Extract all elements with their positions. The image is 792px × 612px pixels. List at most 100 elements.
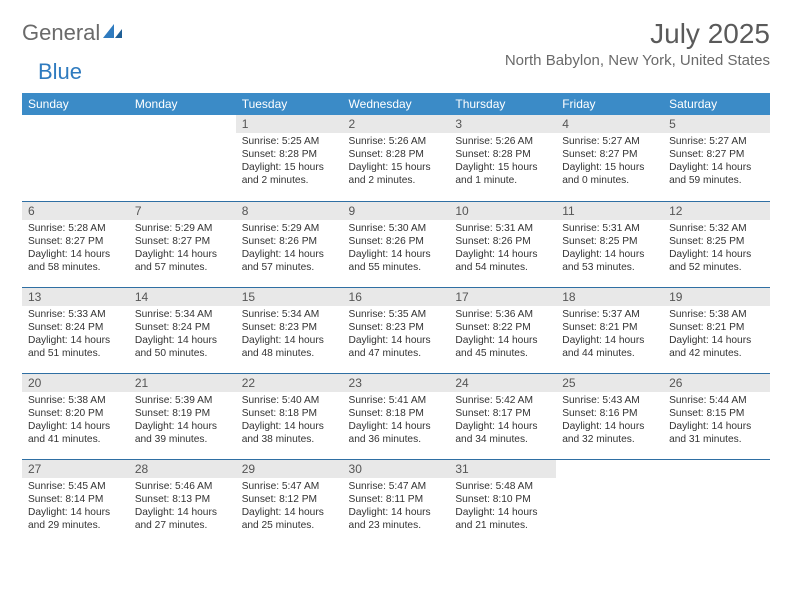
calendar-row: 6Sunrise: 5:28 AMSunset: 8:27 PMDaylight…	[22, 201, 770, 287]
day-body: Sunrise: 5:33 AMSunset: 8:24 PMDaylight:…	[22, 306, 129, 364]
day-body: Sunrise: 5:40 AMSunset: 8:18 PMDaylight:…	[236, 392, 343, 450]
sunset-text: Sunset: 8:10 PM	[455, 493, 550, 506]
day-number: 14	[129, 288, 236, 306]
calendar-cell: 7Sunrise: 5:29 AMSunset: 8:27 PMDaylight…	[129, 201, 236, 287]
day-number: 29	[236, 460, 343, 478]
daylight-text: Daylight: 14 hours and 25 minutes.	[242, 506, 337, 532]
day-body: Sunrise: 5:30 AMSunset: 8:26 PMDaylight:…	[343, 220, 450, 278]
calendar-cell: 15Sunrise: 5:34 AMSunset: 8:23 PMDayligh…	[236, 287, 343, 373]
sunrise-text: Sunrise: 5:29 AM	[242, 222, 337, 235]
col-header: Friday	[556, 93, 663, 115]
day-body: Sunrise: 5:44 AMSunset: 8:15 PMDaylight:…	[663, 392, 770, 450]
day-number: 9	[343, 202, 450, 220]
sunset-text: Sunset: 8:24 PM	[135, 321, 230, 334]
daylight-text: Daylight: 15 hours and 1 minute.	[455, 161, 550, 187]
sunset-text: Sunset: 8:14 PM	[28, 493, 123, 506]
calendar-cell	[22, 115, 129, 201]
sunset-text: Sunset: 8:18 PM	[242, 407, 337, 420]
sunrise-text: Sunrise: 5:31 AM	[455, 222, 550, 235]
sunset-text: Sunset: 8:26 PM	[455, 235, 550, 248]
calendar-cell: 12Sunrise: 5:32 AMSunset: 8:25 PMDayligh…	[663, 201, 770, 287]
col-header: Tuesday	[236, 93, 343, 115]
calendar-row: 20Sunrise: 5:38 AMSunset: 8:20 PMDayligh…	[22, 373, 770, 459]
sunset-text: Sunset: 8:23 PM	[242, 321, 337, 334]
day-number: 25	[556, 374, 663, 392]
day-body: Sunrise: 5:26 AMSunset: 8:28 PMDaylight:…	[449, 133, 556, 191]
day-number: 31	[449, 460, 556, 478]
day-number: 20	[22, 374, 129, 392]
day-number: 5	[663, 115, 770, 133]
day-number: 6	[22, 202, 129, 220]
sunset-text: Sunset: 8:26 PM	[349, 235, 444, 248]
sunrise-text: Sunrise: 5:41 AM	[349, 394, 444, 407]
day-number: 15	[236, 288, 343, 306]
sunrise-text: Sunrise: 5:34 AM	[242, 308, 337, 321]
day-body: Sunrise: 5:47 AMSunset: 8:12 PMDaylight:…	[236, 478, 343, 536]
day-number: 8	[236, 202, 343, 220]
calendar-row: 27Sunrise: 5:45 AMSunset: 8:14 PMDayligh…	[22, 459, 770, 545]
sunset-text: Sunset: 8:13 PM	[135, 493, 230, 506]
calendar-cell: 28Sunrise: 5:46 AMSunset: 8:13 PMDayligh…	[129, 459, 236, 545]
sunrise-text: Sunrise: 5:27 AM	[562, 135, 657, 148]
daylight-text: Daylight: 14 hours and 29 minutes.	[28, 506, 123, 532]
calendar-body: 1Sunrise: 5:25 AMSunset: 8:28 PMDaylight…	[22, 115, 770, 545]
day-body: Sunrise: 5:31 AMSunset: 8:25 PMDaylight:…	[556, 220, 663, 278]
logo: General	[22, 18, 124, 46]
day-number: 7	[129, 202, 236, 220]
sunset-text: Sunset: 8:27 PM	[562, 148, 657, 161]
sunset-text: Sunset: 8:28 PM	[349, 148, 444, 161]
sunrise-text: Sunrise: 5:47 AM	[349, 480, 444, 493]
day-body: Sunrise: 5:41 AMSunset: 8:18 PMDaylight:…	[343, 392, 450, 450]
page-title: July 2025	[505, 18, 770, 50]
daylight-text: Daylight: 15 hours and 0 minutes.	[562, 161, 657, 187]
sunrise-text: Sunrise: 5:36 AM	[455, 308, 550, 321]
location-text: North Babylon, New York, United States	[505, 52, 770, 69]
sunrise-text: Sunrise: 5:34 AM	[135, 308, 230, 321]
calendar-cell: 24Sunrise: 5:42 AMSunset: 8:17 PMDayligh…	[449, 373, 556, 459]
day-body: Sunrise: 5:28 AMSunset: 8:27 PMDaylight:…	[22, 220, 129, 278]
day-number: 19	[663, 288, 770, 306]
day-number: 1	[236, 115, 343, 133]
day-body: Sunrise: 5:38 AMSunset: 8:21 PMDaylight:…	[663, 306, 770, 364]
calendar-cell: 2Sunrise: 5:26 AMSunset: 8:28 PMDaylight…	[343, 115, 450, 201]
sunset-text: Sunset: 8:21 PM	[669, 321, 764, 334]
day-body: Sunrise: 5:29 AMSunset: 8:27 PMDaylight:…	[129, 220, 236, 278]
calendar-cell: 6Sunrise: 5:28 AMSunset: 8:27 PMDaylight…	[22, 201, 129, 287]
sunrise-text: Sunrise: 5:37 AM	[562, 308, 657, 321]
day-number: 12	[663, 202, 770, 220]
day-body: Sunrise: 5:31 AMSunset: 8:26 PMDaylight:…	[449, 220, 556, 278]
day-body: Sunrise: 5:43 AMSunset: 8:16 PMDaylight:…	[556, 392, 663, 450]
sunrise-text: Sunrise: 5:28 AM	[28, 222, 123, 235]
calendar-table: Sunday Monday Tuesday Wednesday Thursday…	[22, 93, 770, 545]
sunrise-text: Sunrise: 5:45 AM	[28, 480, 123, 493]
day-body: Sunrise: 5:45 AMSunset: 8:14 PMDaylight:…	[22, 478, 129, 536]
sunset-text: Sunset: 8:17 PM	[455, 407, 550, 420]
day-number: 23	[343, 374, 450, 392]
daylight-text: Daylight: 14 hours and 32 minutes.	[562, 420, 657, 446]
day-number: 17	[449, 288, 556, 306]
calendar-cell: 21Sunrise: 5:39 AMSunset: 8:19 PMDayligh…	[129, 373, 236, 459]
logo-text-general: General	[22, 20, 100, 46]
sunrise-text: Sunrise: 5:38 AM	[669, 308, 764, 321]
sunrise-text: Sunrise: 5:29 AM	[135, 222, 230, 235]
calendar-cell: 11Sunrise: 5:31 AMSunset: 8:25 PMDayligh…	[556, 201, 663, 287]
day-body: Sunrise: 5:38 AMSunset: 8:20 PMDaylight:…	[22, 392, 129, 450]
sunrise-text: Sunrise: 5:26 AM	[455, 135, 550, 148]
daylight-text: Daylight: 14 hours and 45 minutes.	[455, 334, 550, 360]
day-body: Sunrise: 5:48 AMSunset: 8:10 PMDaylight:…	[449, 478, 556, 536]
calendar-cell: 8Sunrise: 5:29 AMSunset: 8:26 PMDaylight…	[236, 201, 343, 287]
calendar-cell: 25Sunrise: 5:43 AMSunset: 8:16 PMDayligh…	[556, 373, 663, 459]
sunrise-text: Sunrise: 5:43 AM	[562, 394, 657, 407]
sunrise-text: Sunrise: 5:31 AM	[562, 222, 657, 235]
daylight-text: Daylight: 14 hours and 53 minutes.	[562, 248, 657, 274]
day-number: 2	[343, 115, 450, 133]
calendar-cell: 27Sunrise: 5:45 AMSunset: 8:14 PMDayligh…	[22, 459, 129, 545]
daylight-text: Daylight: 14 hours and 54 minutes.	[455, 248, 550, 274]
col-header: Monday	[129, 93, 236, 115]
calendar-cell: 22Sunrise: 5:40 AMSunset: 8:18 PMDayligh…	[236, 373, 343, 459]
sunrise-text: Sunrise: 5:35 AM	[349, 308, 444, 321]
sunset-text: Sunset: 8:27 PM	[28, 235, 123, 248]
calendar-cell: 13Sunrise: 5:33 AMSunset: 8:24 PMDayligh…	[22, 287, 129, 373]
calendar-cell: 4Sunrise: 5:27 AMSunset: 8:27 PMDaylight…	[556, 115, 663, 201]
day-number: 28	[129, 460, 236, 478]
